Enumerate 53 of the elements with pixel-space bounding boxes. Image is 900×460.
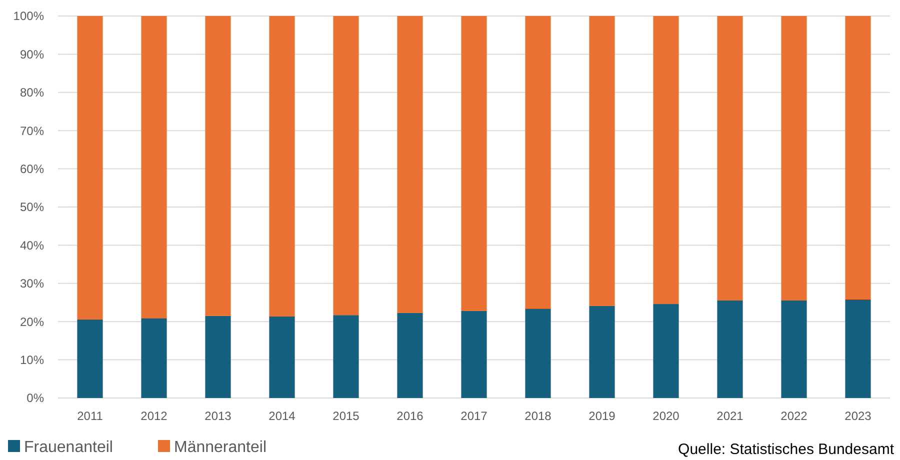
y-tick-label: 0% bbox=[26, 391, 44, 406]
bar bbox=[461, 16, 487, 311]
bar bbox=[845, 299, 871, 398]
legend-label: Männeranteil bbox=[174, 439, 266, 456]
x-tick-label: 2018 bbox=[524, 409, 552, 423]
bar bbox=[845, 16, 871, 300]
y-tick-label: 80% bbox=[20, 86, 44, 100]
bar bbox=[461, 310, 487, 398]
bar bbox=[77, 319, 103, 398]
x-tick-label: 2021 bbox=[716, 409, 744, 423]
x-tick-label: 2015 bbox=[332, 409, 360, 423]
y-tick-label: 60% bbox=[20, 162, 44, 176]
y-tick-label: 100% bbox=[13, 9, 44, 24]
bar bbox=[77, 16, 103, 320]
bar bbox=[525, 308, 551, 398]
y-tick-label: 30% bbox=[20, 276, 44, 291]
bar bbox=[333, 16, 359, 316]
bar bbox=[141, 318, 167, 398]
bar bbox=[205, 16, 231, 316]
x-tick-label: 2020 bbox=[652, 409, 680, 423]
bar bbox=[781, 300, 807, 398]
y-tick-label: 70% bbox=[20, 124, 44, 138]
x-tick-label: 2019 bbox=[588, 409, 616, 423]
bar bbox=[397, 16, 423, 313]
bar bbox=[397, 312, 423, 398]
bar bbox=[589, 306, 615, 398]
x-tick-label: 2011 bbox=[77, 409, 104, 423]
bar bbox=[717, 300, 743, 398]
bar bbox=[653, 16, 679, 304]
y-tick-label: 10% bbox=[20, 353, 44, 367]
bar bbox=[269, 316, 295, 398]
bar bbox=[525, 16, 551, 309]
bar bbox=[141, 16, 167, 318]
x-tick-label: 2012 bbox=[140, 409, 168, 423]
x-tick-label: 2017 bbox=[460, 409, 488, 423]
x-tick-label: 2016 bbox=[396, 409, 424, 423]
x-tick-label: 2023 bbox=[844, 409, 872, 423]
y-tick-label: 20% bbox=[20, 314, 44, 329]
x-tick-label: 2014 bbox=[268, 409, 296, 423]
source-note: Quelle: Statistisches Bundesamt bbox=[678, 441, 895, 458]
y-tick-label: 40% bbox=[20, 238, 44, 252]
bar bbox=[589, 16, 615, 306]
y-tick-label: 90% bbox=[20, 47, 44, 62]
bar bbox=[205, 316, 231, 398]
bar bbox=[717, 16, 743, 300]
bar bbox=[781, 16, 807, 300]
y-tick-label: 50% bbox=[20, 200, 44, 214]
bar bbox=[653, 304, 679, 398]
legend-label: Frauenanteil bbox=[24, 439, 113, 456]
x-tick-label: 2013 bbox=[204, 409, 232, 423]
bar bbox=[269, 16, 295, 316]
x-tick-label: 2022 bbox=[780, 409, 808, 423]
bar bbox=[333, 315, 359, 398]
